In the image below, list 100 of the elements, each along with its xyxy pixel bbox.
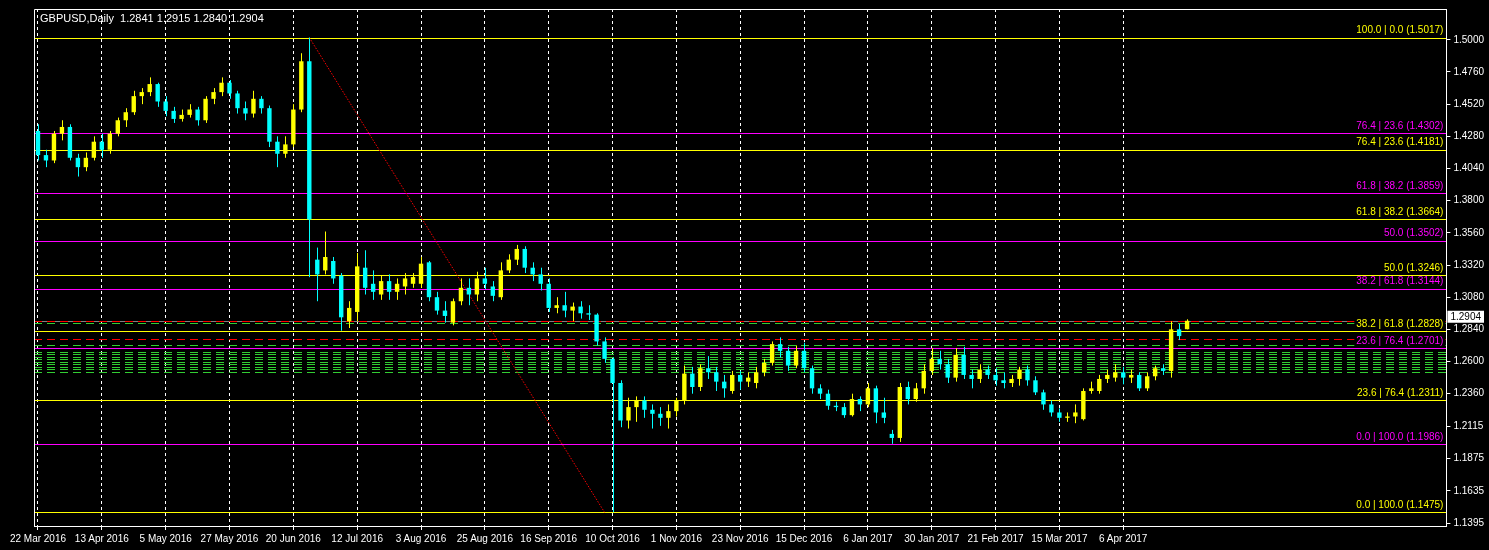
y-tick-label: 1.2115 bbox=[1453, 420, 1484, 432]
x-tick-label: 1 Nov 2016 bbox=[650, 532, 703, 544]
candlestick bbox=[730, 370, 735, 395]
candlestick bbox=[1073, 403, 1078, 424]
candlestick bbox=[147, 76, 152, 97]
y-tick-label: 1.3080 bbox=[1453, 290, 1485, 302]
candlestick bbox=[450, 298, 456, 326]
chart-title: GBPUSD,Daily 1.2841 1.2915 1.2840 1.2904 bbox=[40, 11, 264, 24]
candlestick bbox=[698, 363, 703, 392]
x-tick-label: 22 Mar 2016 bbox=[9, 532, 67, 544]
candlestick bbox=[243, 100, 248, 121]
ref-line-label: 76.4 | 23.6 (1.4181) bbox=[1356, 136, 1444, 148]
x-tick-label: 30 Jan 2017 bbox=[904, 532, 960, 544]
candlestick bbox=[690, 366, 695, 395]
y-tick-label: 1.4760 bbox=[1453, 65, 1485, 77]
candlestick bbox=[650, 403, 655, 430]
candlestick bbox=[570, 302, 575, 322]
candlestick bbox=[394, 277, 400, 301]
candlestick bbox=[602, 336, 607, 364]
ref-line-label: 1.2904 bbox=[1450, 310, 1482, 322]
candlestick bbox=[235, 90, 240, 115]
candlestick bbox=[793, 344, 799, 369]
candlestick bbox=[155, 82, 160, 108]
x-tick-label: 12 Jul 2016 bbox=[331, 532, 384, 544]
candlestick bbox=[275, 135, 280, 168]
y-tick-label: 1.3800 bbox=[1453, 194, 1485, 206]
x-tick-label: 6 Jan 2017 bbox=[843, 532, 894, 544]
candlestick bbox=[203, 95, 208, 124]
ref-line-label: 50.0 (1.3246) bbox=[1383, 261, 1444, 273]
candlestick bbox=[769, 340, 775, 367]
candlestick bbox=[131, 90, 136, 116]
candlestick bbox=[1097, 374, 1102, 395]
y-tick-label: 1.2600 bbox=[1453, 355, 1485, 367]
candlestick bbox=[466, 277, 472, 306]
candlestick bbox=[666, 403, 671, 430]
x-tick-label: 10 Oct 2016 bbox=[585, 532, 641, 544]
candlestick bbox=[929, 347, 934, 376]
candlestick bbox=[1025, 365, 1030, 387]
x-tick-label: 15 Dec 2016 bbox=[775, 532, 833, 544]
y-tick-label: 1.3320 bbox=[1453, 258, 1485, 270]
ref-line-label: 50.0 (1.3502) bbox=[1383, 227, 1444, 239]
candlestick bbox=[961, 346, 966, 380]
candlestick bbox=[977, 363, 982, 384]
candlestick bbox=[953, 347, 958, 383]
y-tick-label: 1.4040 bbox=[1453, 162, 1485, 174]
x-tick-label: 6 Apr 2017 bbox=[1099, 532, 1148, 544]
candlestick bbox=[482, 267, 488, 290]
ref-line-label: 38.2 | 61.8 (1.2828) bbox=[1356, 317, 1444, 329]
candlestick bbox=[362, 249, 368, 296]
candlestick bbox=[777, 336, 783, 359]
y-tick-label: 1.5000 bbox=[1453, 33, 1485, 45]
candlestick bbox=[642, 395, 647, 419]
candlestick bbox=[1017, 366, 1022, 387]
x-tick-label: 13 Apr 2016 bbox=[74, 532, 130, 544]
x-tick-label: 25 Aug 2016 bbox=[456, 532, 514, 544]
candlestick bbox=[115, 117, 120, 137]
candlestick bbox=[658, 406, 663, 427]
ref-line-label: 23.6 | 76.4 (1.2311) bbox=[1357, 387, 1444, 399]
x-tick-label: 21 Feb 2017 bbox=[967, 532, 1025, 544]
ref-line-label: 61.8 | 38.2 (1.3859) bbox=[1356, 179, 1444, 191]
candlestick bbox=[969, 369, 974, 389]
y-tick-label: 1.1875 bbox=[1453, 452, 1485, 464]
candlestick bbox=[514, 244, 519, 266]
x-tick-label: 27 May 2016 bbox=[200, 532, 259, 544]
x-tick-label: 23 Nov 2016 bbox=[711, 532, 769, 544]
candlestick bbox=[562, 291, 567, 318]
x-tick-label: 3 Aug 2016 bbox=[395, 532, 447, 544]
candlestick bbox=[809, 365, 815, 395]
y-tick-label: 1.4520 bbox=[1453, 97, 1485, 109]
candlestick bbox=[1144, 371, 1150, 392]
candlestick bbox=[945, 358, 950, 384]
y-tick-label: 1.4280 bbox=[1453, 130, 1485, 142]
candlestick bbox=[251, 90, 256, 119]
candlestick bbox=[434, 291, 440, 316]
y-tick-label: 1.1395 bbox=[1453, 516, 1485, 528]
ref-line-label: 61.8 | 38.2 (1.3664) bbox=[1356, 205, 1444, 217]
y-tick-label: 1.1635 bbox=[1453, 484, 1485, 496]
candlestick bbox=[227, 79, 232, 100]
ref-line-label: 38.2 | 61.8 (1.3144) bbox=[1356, 275, 1444, 287]
candlestick bbox=[370, 269, 376, 301]
ref-line-label: 23.6 | 76.4 (1.2701) bbox=[1356, 334, 1444, 346]
ref-line-label: 100.0 | 0.0 (1.5017) bbox=[1356, 24, 1444, 36]
candlestick bbox=[490, 280, 496, 302]
y-tick-label: 1.2360 bbox=[1453, 387, 1485, 399]
candlestick bbox=[714, 366, 719, 392]
candlestick bbox=[738, 370, 743, 391]
candlestick bbox=[195, 106, 200, 127]
candlestick bbox=[163, 95, 168, 117]
ref-line-label: 0.0 | 100.0 (1.1986) bbox=[1356, 430, 1444, 442]
candlestick bbox=[1033, 375, 1038, 396]
candlestick bbox=[99, 133, 105, 159]
y-tick-label: 1.2840 bbox=[1453, 323, 1485, 335]
candlestick bbox=[123, 107, 128, 128]
candlestick bbox=[881, 397, 887, 424]
candlestick bbox=[386, 273, 392, 301]
candlestick bbox=[785, 346, 791, 372]
candlestick bbox=[59, 119, 65, 141]
y-tick-label: 1.3560 bbox=[1453, 226, 1485, 238]
x-tick-label: 16 Sep 2016 bbox=[520, 532, 578, 544]
candlestick bbox=[753, 366, 759, 389]
